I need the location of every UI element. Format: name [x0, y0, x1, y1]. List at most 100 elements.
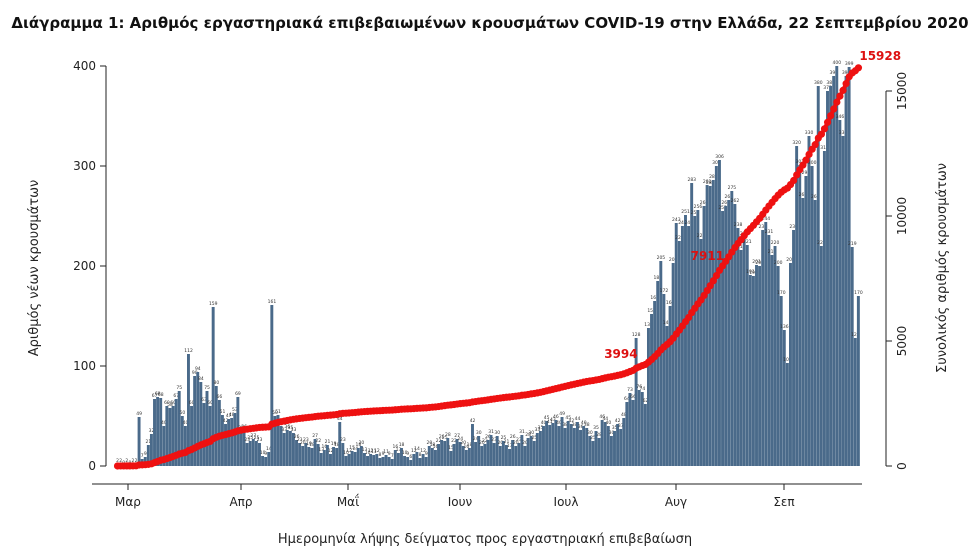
- bar: [443, 441, 447, 466]
- bar-data-label: 49: [559, 411, 565, 417]
- bar-data-label: 80: [213, 380, 219, 386]
- bar: [319, 453, 323, 466]
- bar: [597, 438, 601, 466]
- bar-data-label: 60: [164, 400, 170, 406]
- bar-data-label: 44: [337, 416, 343, 422]
- bar-data-label: 22: [482, 438, 488, 444]
- bar-data-label: 161: [268, 299, 277, 305]
- bar-data-label: 7: [391, 453, 394, 459]
- bar: [467, 448, 471, 466]
- bar: [801, 198, 805, 466]
- bar: [625, 402, 629, 466]
- bar-data-label: 38: [584, 422, 590, 428]
- bar-data-label: 68: [158, 392, 164, 398]
- bar: [171, 406, 175, 466]
- bar: [847, 67, 851, 466]
- bar: [560, 417, 564, 466]
- bar: [366, 456, 369, 466]
- bar-data-label: 51: [220, 409, 226, 415]
- bar-data-label: 9: [406, 451, 409, 457]
- bar: [687, 226, 691, 466]
- bar: [378, 458, 382, 466]
- bar-data-label: 48: [229, 412, 235, 418]
- bar-data-label: 225: [675, 235, 684, 241]
- bar-data-label: 19: [306, 441, 312, 447]
- bar-data-label: 330: [839, 130, 848, 136]
- bar-data-label: 2: [135, 458, 138, 464]
- bar-data-label: 260: [721, 200, 730, 206]
- bar: [684, 215, 687, 466]
- x-tick-label: Μαρ: [115, 495, 141, 509]
- bar-data-label: 60: [189, 400, 195, 406]
- bar: [214, 386, 218, 466]
- bar-data-label: 25: [247, 435, 253, 441]
- bar-data-label: 219: [848, 241, 857, 247]
- bar-data-label: 390: [842, 70, 851, 76]
- bar: [282, 433, 286, 466]
- bar-data-label: 14: [352, 446, 358, 452]
- bar: [258, 443, 261, 466]
- bar-data-label: 159: [209, 301, 218, 307]
- bar: [591, 441, 595, 466]
- bar: [267, 452, 271, 466]
- bar-data-label: 136: [780, 324, 789, 330]
- bar: [514, 446, 518, 466]
- bar-data-label: 40: [556, 420, 562, 426]
- bar: [575, 422, 579, 466]
- bar: [622, 418, 626, 466]
- bar: [554, 420, 558, 466]
- bar-data-label: 18: [430, 442, 436, 448]
- bar: [569, 424, 573, 466]
- bar: [529, 436, 533, 466]
- bar: [677, 241, 681, 466]
- bar-data-label: 140: [663, 320, 672, 326]
- bar-data-label: 346: [836, 114, 845, 120]
- bar-data-label: 9: [264, 451, 267, 457]
- bar-data-label: 26: [439, 434, 445, 440]
- bar: [671, 263, 675, 466]
- bar: [461, 446, 465, 466]
- bar-data-label: 128: [851, 332, 860, 338]
- bar: [254, 441, 258, 466]
- bar-data-label: 262: [731, 198, 740, 204]
- bar: [205, 391, 209, 466]
- bar: [350, 451, 354, 466]
- bar: [668, 306, 672, 466]
- bar: [458, 442, 462, 466]
- axes: 0 100 200 300 400 0 5000 10000 15000 Μαρ Απρ Μαΐ Ιου…: [73, 59, 909, 509]
- cumulative-annotation: 3994: [604, 347, 637, 361]
- bar: [464, 450, 468, 466]
- bar: [844, 76, 848, 466]
- bar-data-label: 22: [436, 438, 442, 444]
- bar-data-label: 30: [587, 430, 593, 436]
- bar-data-label: 46: [553, 414, 559, 420]
- cumulative-point: [790, 176, 798, 185]
- bar: [680, 226, 684, 466]
- bar: [764, 222, 768, 466]
- bar-data-label: 33: [281, 427, 287, 433]
- bar: [579, 430, 582, 466]
- bar-data-label: 67: [173, 393, 179, 399]
- x-tick-label: Ιουν: [448, 495, 473, 509]
- cumulative-point: [709, 277, 717, 285]
- bar-data-label: 13: [318, 447, 324, 453]
- bar: [804, 176, 808, 466]
- bar-data-label: 30: [476, 430, 482, 436]
- bar-data-label: 128: [632, 332, 641, 338]
- bar-data-label: 35: [288, 425, 294, 431]
- bar: [748, 275, 752, 466]
- bar-data-label: 25: [442, 435, 448, 441]
- bar: [504, 445, 508, 466]
- bar: [696, 210, 700, 466]
- bar: [813, 200, 817, 466]
- bar-data-label: 275: [728, 185, 737, 191]
- bar: [180, 416, 184, 466]
- bar-data-label: 45: [544, 415, 550, 421]
- bar: [606, 426, 610, 466]
- bar: [841, 136, 845, 466]
- bar-data-label: 23: [340, 437, 346, 443]
- bar: [742, 237, 746, 466]
- cumulative-point: [712, 271, 721, 280]
- bar-data-label: 84: [198, 376, 204, 382]
- bar-data-label: 60: [170, 400, 176, 406]
